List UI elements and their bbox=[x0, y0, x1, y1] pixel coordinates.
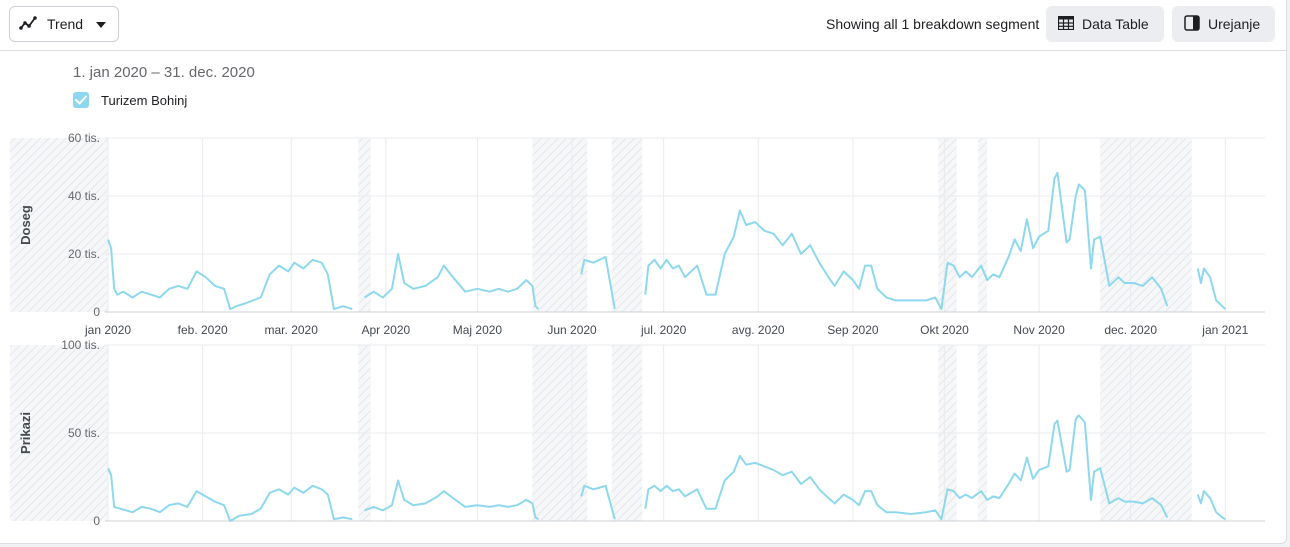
data-table-button[interactable]: Data Table bbox=[1046, 6, 1164, 42]
trend-line-icon bbox=[19, 14, 37, 35]
series-line bbox=[107, 239, 353, 311]
x-tick-label: jan 2020 bbox=[84, 323, 131, 337]
y-tick-label: 40 tis. bbox=[68, 189, 100, 203]
x-tick-label: jul. 2020 bbox=[640, 323, 687, 337]
series-line bbox=[364, 479, 539, 521]
y-axis-title: Doseg bbox=[18, 205, 33, 245]
x-tick-label: feb. 2020 bbox=[178, 323, 228, 337]
x-tick-label: Nov 2020 bbox=[1013, 323, 1065, 337]
panel-edit-icon bbox=[1184, 14, 1200, 34]
x-tick-label: mar. 2020 bbox=[265, 323, 319, 337]
prikazi-chart: 100 tis. 50 tis. 0 Prikazi bbox=[10, 338, 1265, 528]
doseg-chart: 60 tis. 40 tis. 20 tis. 0 jan 2020 feb. 2020 m… bbox=[10, 131, 1265, 337]
y-tick-label: 20 tis. bbox=[68, 247, 100, 261]
breakdown-segment-text: Showing all 1 breakdown segment bbox=[826, 16, 1040, 32]
checkmark-icon bbox=[75, 95, 87, 105]
no-data-region bbox=[10, 138, 109, 312]
x-tick-label: Maj 2020 bbox=[453, 323, 503, 337]
y-axis-title: Prikazi bbox=[18, 412, 33, 454]
no-data-region bbox=[611, 138, 643, 312]
no-data-region bbox=[978, 138, 988, 312]
series-line bbox=[363, 253, 540, 310]
no-data-region bbox=[358, 138, 371, 312]
y-tick-label: 0 bbox=[93, 305, 100, 319]
series-line bbox=[580, 255, 616, 310]
no-data-region bbox=[532, 138, 588, 312]
y-tick-label: 0 bbox=[93, 514, 100, 528]
date-range-label: 1. jan 2020 – 31. dec. 2020 bbox=[73, 64, 255, 81]
no-data-region bbox=[1100, 138, 1192, 312]
legend-label: Turizem Bohinj bbox=[101, 92, 188, 108]
series-line bbox=[107, 467, 353, 522]
data-table-label: Data Table bbox=[1082, 16, 1149, 32]
x-tick-label: jan 2021 bbox=[1201, 323, 1248, 337]
no-data-region bbox=[10, 345, 109, 521]
x-tick-label: Sep 2020 bbox=[827, 323, 879, 337]
x-tick-label: Okt 2020 bbox=[920, 323, 969, 337]
series-line bbox=[1196, 267, 1226, 310]
edit-button[interactable]: Urejanje bbox=[1172, 6, 1275, 42]
y-tick-label: 50 tis. bbox=[68, 426, 100, 440]
legend-checkbox[interactable] bbox=[73, 92, 89, 108]
legend-item[interactable]: Turizem Bohinj bbox=[73, 92, 187, 108]
series-line bbox=[644, 414, 1169, 521]
x-tick-label: avg. 2020 bbox=[732, 323, 785, 337]
series-line bbox=[644, 171, 1169, 311]
edit-label: Urejanje bbox=[1208, 16, 1261, 32]
x-tick-label: dec. 2020 bbox=[1104, 323, 1157, 337]
trend-dropdown-button[interactable]: Trend bbox=[9, 6, 119, 42]
caret-down-icon bbox=[95, 16, 107, 32]
no-data-region bbox=[938, 138, 957, 312]
toolbar: Trend Showing all 1 breakdown segment Da… bbox=[0, 0, 1286, 51]
series-line bbox=[1196, 490, 1226, 521]
trend-label: Trend bbox=[47, 16, 84, 32]
x-tick-label: Jun 2020 bbox=[547, 323, 597, 337]
y-tick-label: 60 tis. bbox=[68, 131, 100, 145]
y-tick-label: 100 tis. bbox=[61, 338, 100, 352]
series-line bbox=[580, 484, 616, 520]
x-tick-label: Apr 2020 bbox=[361, 323, 410, 337]
table-icon bbox=[1057, 15, 1075, 33]
